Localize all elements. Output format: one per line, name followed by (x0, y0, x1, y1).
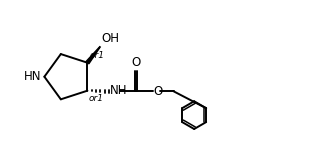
Text: O: O (132, 56, 141, 68)
Text: NH: NH (110, 84, 128, 97)
Text: O: O (154, 85, 163, 98)
Polygon shape (86, 47, 100, 64)
Text: HN: HN (24, 70, 42, 83)
Text: OH: OH (101, 32, 119, 45)
Text: or1: or1 (89, 94, 104, 103)
Text: or1: or1 (90, 51, 105, 60)
